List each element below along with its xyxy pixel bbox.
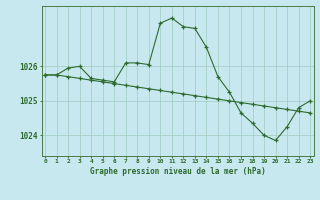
- X-axis label: Graphe pression niveau de la mer (hPa): Graphe pression niveau de la mer (hPa): [90, 167, 266, 176]
